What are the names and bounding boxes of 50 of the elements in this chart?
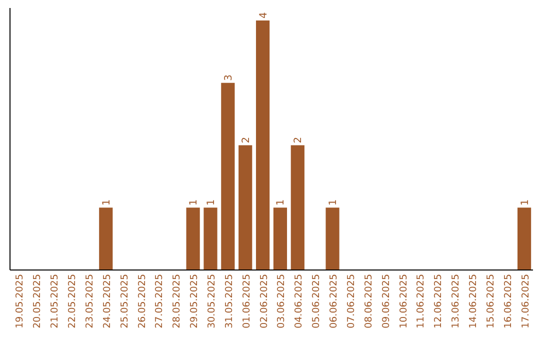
x-tick-label: 25.05.2025 <box>119 274 130 328</box>
x-tick-label: 09.06.2025 <box>380 274 392 328</box>
x-tick-label: 15.06.2025 <box>485 274 496 328</box>
data-label: 1 <box>520 199 531 206</box>
x-tick-label: 28.05.2025 <box>172 274 183 328</box>
x-tick-label: 02.06.2025 <box>258 274 270 328</box>
x-tick-label: 24.05.2025 <box>102 274 113 328</box>
bar <box>186 208 200 270</box>
x-tick-label: 26.05.2025 <box>136 274 148 328</box>
bar <box>326 208 340 270</box>
x-tick-label: 11.06.2025 <box>416 274 427 328</box>
x-tick-label: 16.06.2025 <box>502 274 514 328</box>
bar <box>221 82 235 270</box>
data-label: 4 <box>258 12 270 18</box>
x-tick-label: 08.06.2025 <box>363 274 374 328</box>
x-tick-label: 10.06.2025 <box>398 274 410 328</box>
x-tick-label: 29.05.2025 <box>189 274 200 328</box>
bar <box>273 208 288 270</box>
x-tick-label: 31.05.2025 <box>224 274 235 328</box>
x-tick-label: 06.06.2025 <box>328 274 340 328</box>
data-label: 1 <box>276 199 287 206</box>
bar <box>238 145 252 270</box>
x-tick-label: 17.06.2025 <box>520 274 532 328</box>
bar <box>517 208 532 270</box>
x-tick-label: 19.05.2025 <box>14 274 26 328</box>
bar <box>290 145 304 270</box>
bar <box>204 208 218 270</box>
data-label: 1 <box>206 199 217 206</box>
data-label: 2 <box>293 136 304 144</box>
x-tick-label: 20.05.2025 <box>32 274 44 328</box>
x-tick-label: 13.06.2025 <box>450 274 462 328</box>
data-label: 2 <box>240 136 252 144</box>
x-tick-label: 30.05.2025 <box>206 274 218 328</box>
x-tick-label: 21.05.2025 <box>50 274 61 328</box>
x-tick-label: 07.06.2025 <box>346 274 357 328</box>
x-tick-label: 22.05.2025 <box>67 274 78 328</box>
data-label: 1 <box>188 199 200 206</box>
x-tick-label: 27.05.2025 <box>154 274 166 328</box>
data-label: 3 <box>223 74 234 81</box>
x-tick-label: 01.06.2025 <box>241 274 252 328</box>
bar <box>256 20 270 270</box>
x-tick-label: 12.06.2025 <box>433 274 444 328</box>
x-tick-label: 03.06.2025 <box>276 274 288 328</box>
x-tick-label: 04.06.2025 <box>294 274 305 328</box>
bar <box>99 208 113 270</box>
x-tick-label: 14.06.2025 <box>468 274 479 328</box>
x-tick-label: 23.05.2025 <box>84 274 96 328</box>
data-label: 1 <box>328 199 340 206</box>
x-tick-label: 05.06.2025 <box>311 274 322 328</box>
data-label: 1 <box>101 199 112 206</box>
